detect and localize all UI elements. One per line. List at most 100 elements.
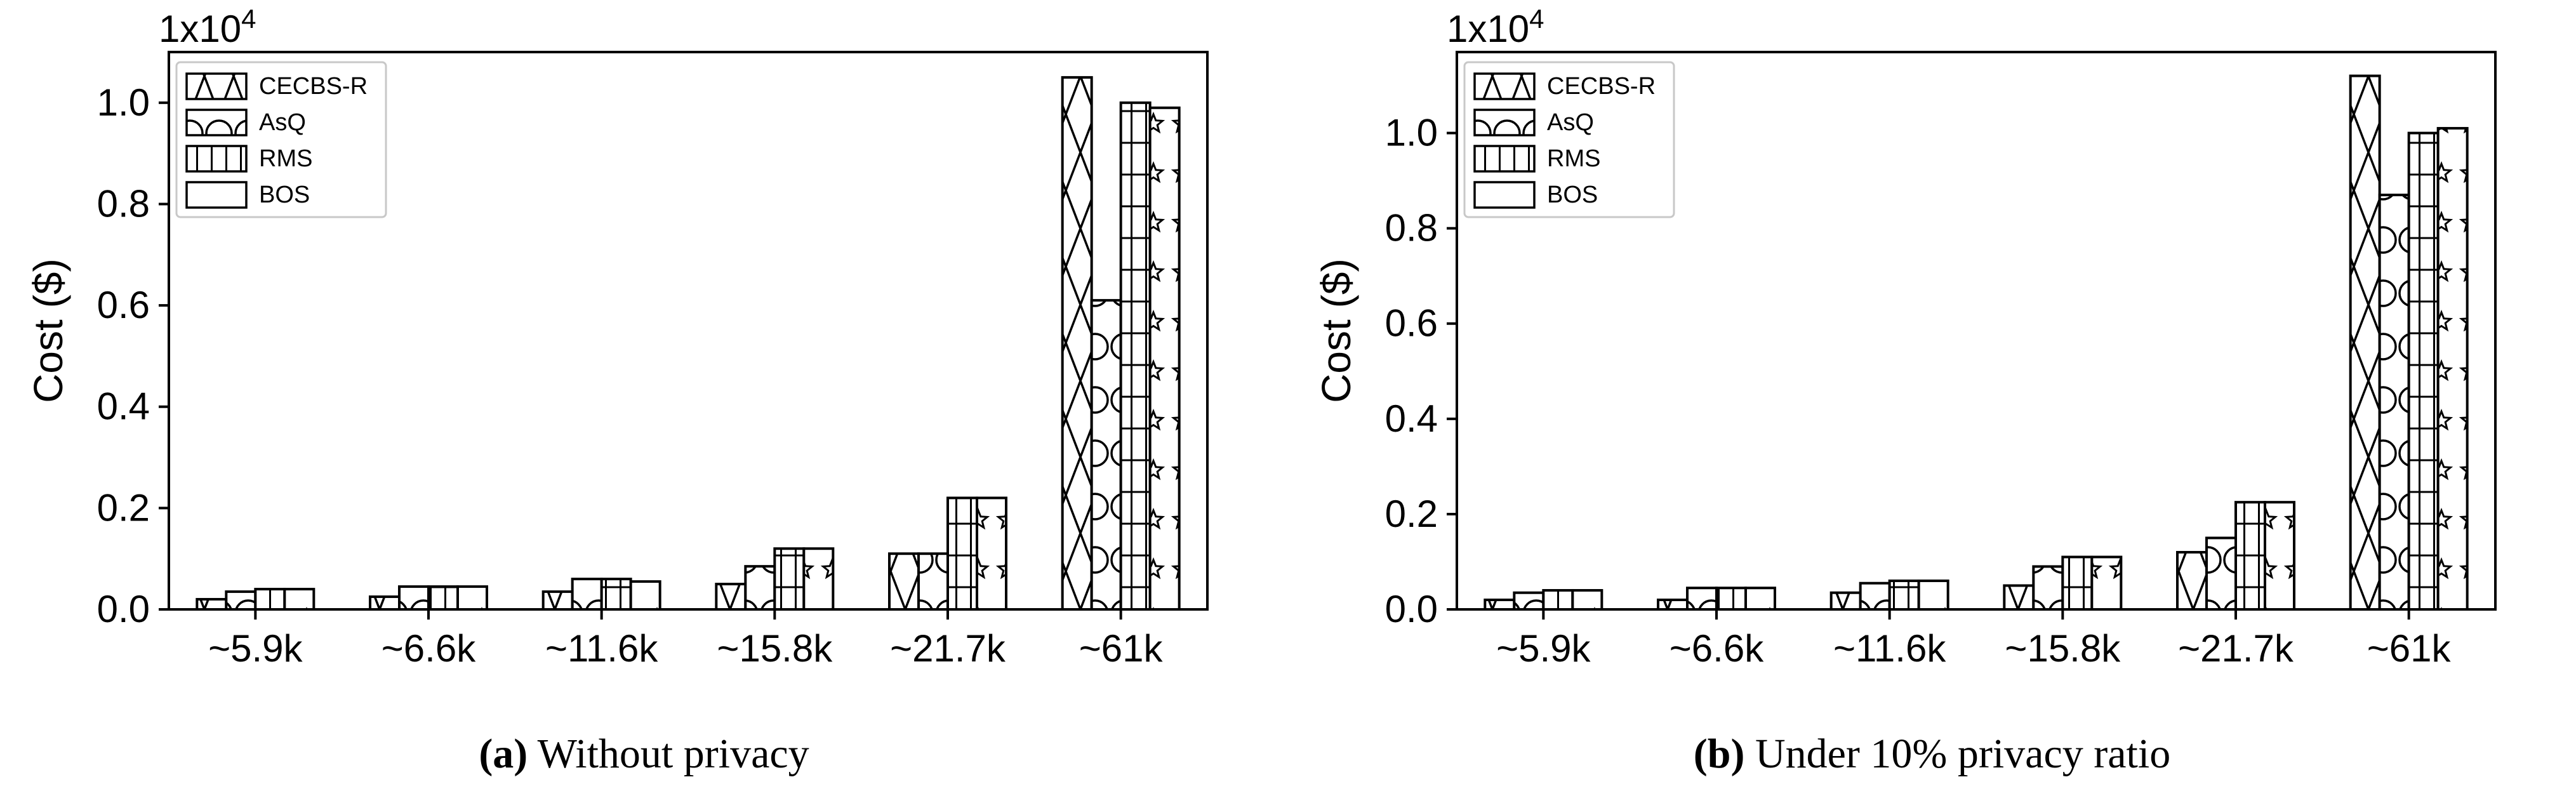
caption-a-text: Without privacy [528, 731, 809, 777]
bar-asq-0 [1513, 591, 1545, 611]
legend-item-cecbs-r: CECBS-R [185, 72, 368, 100]
bar-bos-2 [1917, 579, 1949, 611]
x-tick-label: ~21.7k [890, 627, 1006, 670]
x-tick-label: ~11.6k [1833, 627, 1946, 670]
y-scale-exponent: 4 [241, 4, 256, 34]
bar-bos-2 [629, 580, 661, 611]
caption-a-label: (a) [479, 731, 528, 777]
plot-frame [168, 51, 1209, 611]
x-tick-label: ~15.8k [2005, 627, 2121, 670]
bar-asq-3 [744, 565, 776, 611]
bar-bos-3 [802, 547, 835, 611]
bar-cecbs-r-2 [1829, 591, 1862, 611]
y-tick-label: 0.6 [97, 284, 150, 326]
x-tick-label: ~6.6k [1670, 627, 1764, 670]
legend-item-asq: AsQ [1473, 109, 1594, 136]
bar-bos-4 [976, 496, 1007, 611]
bar-asq-1 [1686, 587, 1718, 611]
x-tick-label: ~61k [2367, 627, 2452, 670]
bar-asq-5 [1090, 299, 1122, 611]
bar-rms-5 [1119, 101, 1152, 611]
plot-frame [1456, 51, 2497, 611]
legend-item-rms: RMS [185, 145, 312, 173]
legend-item-cecbs-r: CECBS-R [1473, 72, 1656, 100]
bar-rms-1 [427, 585, 459, 611]
bar-cecbs-r-1 [369, 595, 401, 611]
bar-bos-5 [2436, 127, 2469, 611]
x-tick-label: ~61k [1079, 627, 1164, 670]
caption-a: (a) Without privacy [0, 730, 1288, 778]
bar-rms-4 [2234, 501, 2266, 611]
caption-b-label: (b) [1693, 731, 1745, 777]
bar-cecbs-r-3 [2003, 584, 2035, 611]
bar-bos-0 [283, 588, 315, 611]
bar-rms-2 [1888, 579, 1920, 611]
caption-b-text: Under 10% privacy ratio [1744, 731, 2171, 777]
x-tick-label: ~15.8k [717, 627, 833, 670]
legend-label: BOS [1547, 182, 1598, 208]
bar-cecbs-r-4 [2176, 550, 2208, 611]
bar-cecbs-r-0 [196, 598, 228, 611]
bar-cecbs-r-5 [1061, 76, 1093, 611]
bar-chart-a: 0.0 0.2 0.4 0.6 0.8 1.0 ~5.9k ~6.6k ~11.6k ~15.8k… [25, 4, 1209, 670]
bar-rms-3 [2061, 555, 2094, 611]
y-tick-label: 0.8 [1385, 207, 1438, 249]
bar-bos-4 [2264, 501, 2295, 611]
y-tick-label: 0.2 [1385, 493, 1438, 535]
y-scale-offset: 1x104 [159, 4, 256, 50]
legend-label: AsQ [259, 109, 306, 136]
bar-bos-1 [456, 585, 488, 611]
bar-asq-5 [2378, 194, 2410, 611]
x-tick-label: ~11.6k [545, 627, 658, 670]
bar-cecbs-r-4 [888, 552, 920, 611]
legend-label: RMS [259, 145, 312, 172]
x-tick-label: ~6.6k [382, 627, 476, 670]
bar-bos-1 [1744, 587, 1776, 611]
bar-rms-3 [773, 547, 806, 611]
legend: CECBS-R AsQ RMS BOS [175, 61, 387, 218]
bar-asq-2 [1859, 581, 1891, 611]
bar-asq-0 [225, 590, 257, 611]
bar-cecbs-r-3 [715, 583, 747, 611]
legend-item-rms: RMS [1473, 145, 1600, 173]
bar-rms-1 [1715, 587, 1747, 611]
y-tick-label: 0.2 [97, 486, 150, 529]
y-scale-offset: 1x104 [1447, 4, 1544, 50]
y-tick-label: 1.0 [97, 81, 150, 124]
bar-asq-1 [398, 585, 430, 611]
y-scale-exponent: 4 [1529, 4, 1544, 34]
caption-b: (b) Under 10% privacy ratio [1288, 730, 2576, 778]
bar-bos-0 [1571, 588, 1603, 611]
bar-chart-b: 0.0 0.2 0.4 0.6 0.8 1.0 ~5.9k ~6.6k ~11.6k ~15.8k… [1313, 4, 2497, 670]
bar-asq-2 [571, 578, 603, 611]
x-tick-label: ~21.7k [2178, 627, 2294, 670]
legend-label: BOS [259, 182, 310, 208]
bar-asq-4 [2205, 536, 2237, 611]
bar-bos-3 [2090, 555, 2123, 611]
legend-label: CECBS-R [259, 73, 368, 100]
y-tick-label: 0.0 [97, 588, 150, 630]
bar-cecbs-r-5 [2349, 74, 2381, 611]
bar-cecbs-r-1 [1657, 598, 1689, 611]
y-tick-label: 1.0 [1385, 112, 1438, 154]
y-tick-label: 0.0 [1385, 588, 1438, 630]
bar-rms-4 [946, 496, 978, 611]
legend-item-bos: BOS [185, 181, 310, 209]
y-tick-label: 0.4 [97, 385, 150, 428]
y-axis-label: Cost ($) [25, 258, 71, 403]
y-axis-label: Cost ($) [1313, 258, 1359, 403]
bar-cecbs-r-0 [1484, 598, 1516, 611]
legend-label: AsQ [1547, 109, 1594, 136]
legend-item-asq: AsQ [185, 109, 306, 136]
bar-rms-0 [1542, 588, 1574, 611]
legend-item-bos: BOS [1473, 181, 1598, 209]
y-tick-label: 0.4 [1385, 397, 1438, 440]
bar-rms-2 [600, 578, 632, 611]
y-tick-label: 0.6 [1385, 302, 1438, 345]
legend-label: CECBS-R [1547, 73, 1656, 100]
x-tick-label: ~5.9k [208, 627, 303, 670]
bar-cecbs-r-2 [541, 590, 574, 611]
legend-label: RMS [1547, 145, 1600, 172]
y-tick-label: 0.8 [97, 182, 150, 225]
bar-rms-0 [254, 588, 286, 611]
